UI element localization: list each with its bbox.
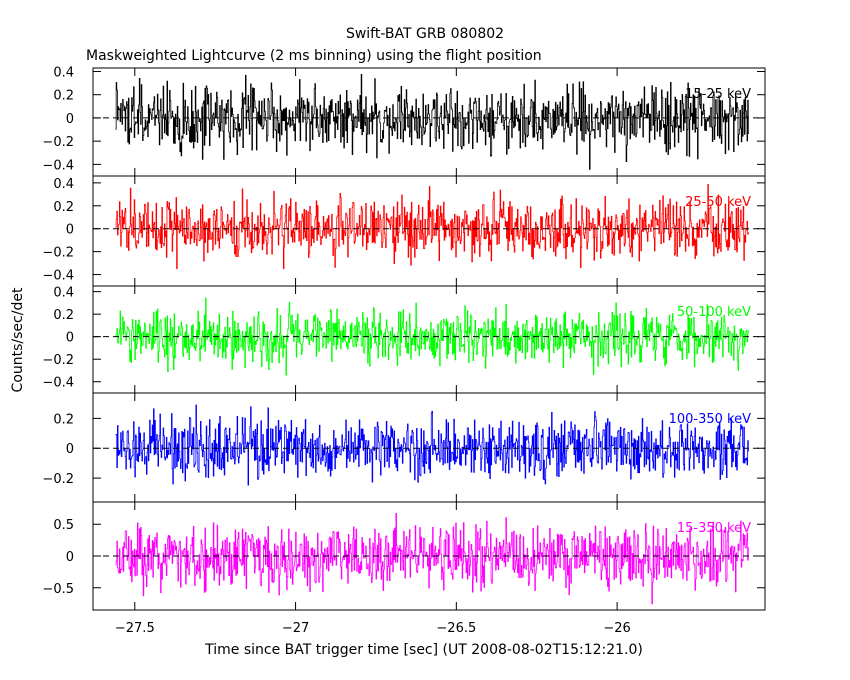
y-tick-label: 0.5 <box>53 518 74 533</box>
y-tick-label: 0.4 <box>53 177 74 192</box>
band-label: 25-50 keV <box>685 195 751 210</box>
y-tick-label: 0 <box>66 331 74 346</box>
y-tick-label: 0.2 <box>53 89 74 104</box>
y-tick-label: 0.4 <box>53 65 74 80</box>
lightcurve-series <box>115 297 749 376</box>
band-label: 15-25 keV <box>685 87 751 102</box>
band-label: 100-350 keV <box>669 412 752 427</box>
lightcurve-series <box>115 512 749 605</box>
x-tick-label: −26.5 <box>436 621 476 636</box>
y-tick-label: −0.4 <box>42 376 74 391</box>
panel-15-350-kev: −0.5 0 0.5 15-350 keV <box>42 501 766 611</box>
y-tick-label: 0.4 <box>53 286 74 301</box>
y-tick-label: −0.2 <box>42 246 74 261</box>
y-tick-label: −0.5 <box>42 582 74 597</box>
chart-subtitle: Maskweighted Lightcurve (2 ms binning) u… <box>86 48 542 64</box>
panel-25-50-kev: −0.4 −0.2 0 0.2 0.4 25-50 keV <box>42 175 766 287</box>
chart-title: Swift-BAT GRB 080802 <box>346 26 504 42</box>
y-tick-label: 0 <box>66 442 74 457</box>
y-tick-label: 0.2 <box>53 308 74 323</box>
x-tick-label: −27 <box>282 621 309 636</box>
y-tick-label: −0.4 <box>42 158 74 173</box>
lightcurve-series <box>115 404 749 486</box>
x-axis-label: Time since BAT trigger time [sec] (UT 20… <box>204 642 643 658</box>
x-tick-label: −27.5 <box>115 621 155 636</box>
y-tick-label: −0.2 <box>42 353 74 368</box>
panel-50-100-kev: −0.4 −0.2 0 0.2 0.4 50-100 keV <box>42 285 766 394</box>
panels-group: −0.4 −0.2 0 0.2 0.4 15-25 keV −0.4 −0.2 0 0.2 0.4 2… <box>42 65 766 636</box>
y-tick-label: 0 <box>66 112 74 127</box>
lightcurve-series <box>115 74 749 170</box>
band-label: 15-350 keV <box>677 521 751 536</box>
y-tick-label: 0 <box>66 223 74 238</box>
panel-100-350-kev: −0.2 0 0.2 100-350 keV <box>42 392 766 503</box>
y-axis-label: Counts/sec/det <box>10 287 26 392</box>
y-tick-label: 0.2 <box>53 200 74 215</box>
y-tick-label: 0 <box>66 550 74 565</box>
y-tick-label: −0.2 <box>42 472 74 487</box>
y-tick-label: −0.2 <box>42 135 74 150</box>
y-tick-label: 0.2 <box>53 412 74 427</box>
band-label: 50-100 keV <box>677 305 751 320</box>
x-tick-label: −26 <box>603 621 630 636</box>
panel-15-25-kev: −0.4 −0.2 0 0.2 0.4 15-25 keV <box>42 65 766 177</box>
panel-frame <box>92 67 766 177</box>
y-tick-label: −0.4 <box>42 269 74 284</box>
lightcurve-series <box>115 184 749 270</box>
